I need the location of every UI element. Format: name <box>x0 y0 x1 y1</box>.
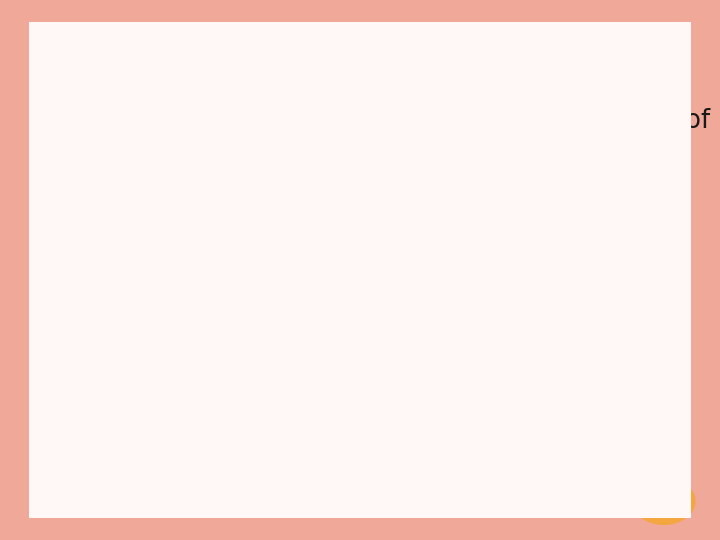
Text: Table 3.1 shows the relationship between the: Table 3.1 shows the relationship between… <box>97 69 683 95</box>
Text: number of adjacent squares and the number of: number of adjacent squares and the numbe… <box>97 109 711 134</box>
Circle shape <box>46 78 62 90</box>
Text: literals in the term.: literals in the term. <box>97 148 345 174</box>
Circle shape <box>633 478 695 524</box>
Text: 21: 21 <box>649 491 678 511</box>
Circle shape <box>40 73 68 94</box>
